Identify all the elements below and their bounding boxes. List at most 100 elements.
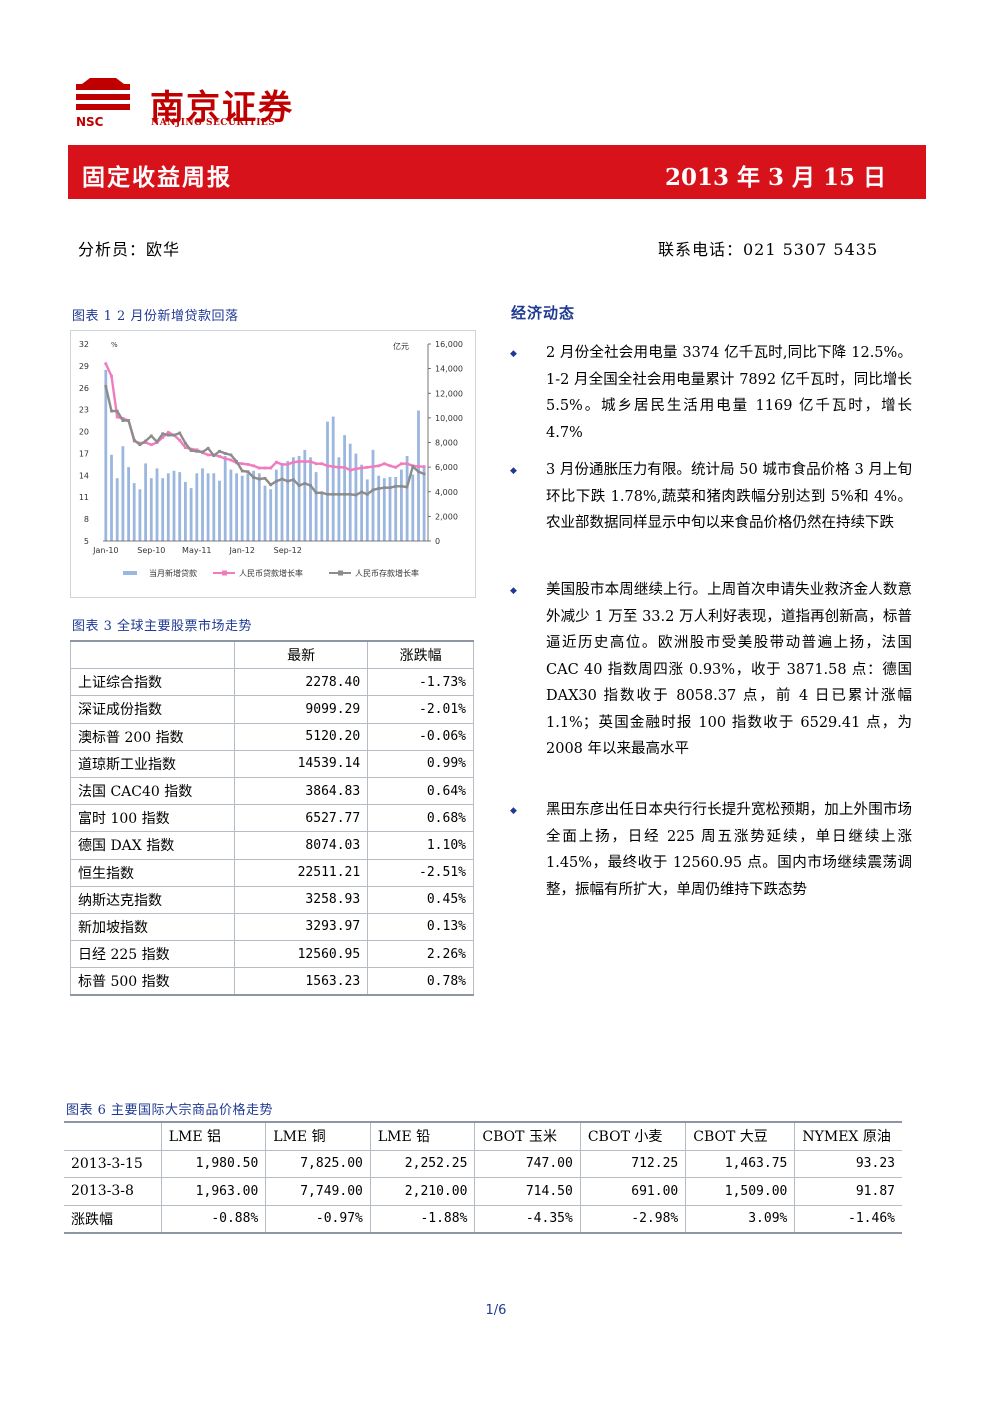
growth-point — [246, 463, 250, 466]
legend-label: 人民币贷款增长率 — [239, 568, 303, 578]
growth-point — [269, 483, 273, 487]
economy-paragraph: 黑田东彦出任日本央行行长提升宽松预期，加上外围市场全面上扬，日经 225 周五涨… — [546, 802, 912, 898]
growth-point — [257, 477, 261, 481]
logo-abbr: NSC — [76, 115, 104, 129]
loan-bar — [365, 479, 369, 541]
right-tick-label: 14,000 — [435, 365, 463, 374]
growth-point — [223, 457, 227, 460]
stock-table-cell: 恒生指数 — [70, 858, 235, 887]
page-number: 1/6 — [485, 1303, 507, 1318]
growth-point — [161, 432, 165, 436]
stock-table-cell: 日经 225 指数 — [70, 940, 235, 969]
legend-swatch-marker — [222, 570, 227, 576]
table6-caption: 图表 6 主要国际大宗商品价格走势 — [66, 1103, 274, 1118]
commodity-table-cell: -0.97% — [265, 1204, 371, 1234]
growth-point — [405, 462, 409, 466]
stock-table-cell: 上证综合指数 — [70, 668, 235, 697]
analyst: 分析员：欧华 — [78, 240, 181, 259]
commodity-table-cell: 2013-3-8 — [64, 1177, 162, 1206]
loan-bar — [377, 475, 381, 541]
loan-bar — [189, 488, 193, 541]
loan-bar — [218, 480, 221, 541]
stock-table-cell: 澳标普 200 指数 — [70, 722, 235, 751]
growth-point — [269, 466, 273, 470]
growth-point — [167, 433, 170, 437]
x-tick-label: Sep-10 — [137, 546, 165, 555]
loan-bar — [314, 472, 318, 541]
stock-table-row: 恒生指数 22511.21 -2.51% — [70, 858, 474, 887]
left-tick-label: 32 — [79, 340, 89, 349]
bullet-icon: ◆ — [510, 466, 517, 476]
left-tick-label: 17 — [79, 449, 89, 458]
stock-table-cell: 22511.21 — [233, 858, 369, 887]
loan-bar — [110, 454, 113, 541]
stock-table-cell: 5120.20 — [233, 722, 369, 751]
growth-point — [104, 384, 108, 388]
right-tick-label: 8,000 — [435, 439, 458, 448]
left-tick-label: 26 — [79, 384, 89, 393]
legend-label: 人民币存款增长率 — [355, 568, 419, 578]
stock-table-cell: 0.68% — [367, 804, 474, 833]
growth-point — [223, 452, 227, 455]
right-tick-label: 0 — [435, 537, 440, 546]
loan-bar — [144, 463, 147, 541]
commodity-table-cell: 91.87 — [794, 1177, 902, 1206]
stock-table-cell: 3258.93 — [233, 885, 369, 914]
commodity-table-header-cell: LME 铝 — [160, 1121, 267, 1151]
commodity-table-cell: -1.88% — [369, 1204, 476, 1234]
left-tick-label: 23 — [79, 406, 89, 415]
growth-point — [104, 362, 108, 366]
commodity-table-row: 2013-3-8 1,963.00 7,749.00 2,210.00 714.50 69… — [64, 1177, 902, 1206]
stock-table-cell: 标普 500 指数 — [70, 967, 235, 997]
loan-bar — [178, 472, 182, 541]
stock-table-row: 德国 DAX 指数 8074.03 1.10% — [70, 831, 474, 860]
growth-point — [365, 492, 369, 496]
bullet-icon: ◆ — [510, 806, 517, 816]
left-tick-label: 20 — [79, 428, 89, 437]
stock-table-cell: 纳斯达克指数 — [70, 885, 235, 914]
loan-bar — [280, 464, 284, 541]
chart1-svg: 32 29 26 23 20 17 14 11 8 5% 亿元 16,000 14,000 12,000 1… — [79, 340, 463, 578]
right-tick-label: 2,000 — [435, 512, 458, 521]
growth-point — [309, 460, 312, 463]
growth-point — [320, 462, 324, 466]
legend-swatch — [123, 571, 137, 575]
chart1-frame: 32 29 26 23 20 17 14 11 8 5% 亿元 16,000 14,000 12,000 1… — [70, 330, 476, 598]
x-tick-label: Jan-12 — [229, 546, 255, 555]
stock-table-row: 上证综合指数 2278.40 -1.73% — [70, 668, 474, 697]
stock-table-row: 标普 500 指数 1563.23 0.78% — [70, 967, 474, 997]
growth-point — [161, 436, 165, 439]
growth-point — [348, 492, 352, 496]
right-tick-label: 16,000 — [435, 340, 463, 349]
stock-table-cell: 14539.14 — [233, 749, 369, 778]
commodity-table-cell: 1,963.00 — [160, 1177, 267, 1206]
loan-bar — [274, 469, 278, 541]
growth-point — [314, 491, 318, 495]
growth-point — [400, 462, 403, 466]
chart1-legend: 当月新增贷款 人民币贷款增长率 人民币存款增长率 — [123, 568, 419, 578]
loan-bar — [184, 481, 187, 541]
growth-point — [127, 419, 130, 422]
growth-point — [149, 443, 153, 447]
growth-point — [422, 465, 426, 468]
growth-point — [365, 465, 369, 469]
loan-bar — [422, 467, 426, 541]
growth-point — [149, 434, 153, 438]
stock-table-row: 纳斯达克指数 3258.93 0.45% — [70, 885, 474, 914]
growth-point — [326, 492, 329, 496]
growth-point — [348, 468, 352, 472]
growth-point — [115, 415, 119, 419]
growth-point — [388, 486, 392, 490]
growth-point — [178, 438, 182, 442]
report-title: 固定收益周报 — [82, 164, 232, 191]
stock-table-cell: 新加坡指数 — [70, 912, 235, 942]
commodity-table-cell: 691.00 — [579, 1177, 687, 1206]
report-date: 2013 年 3 月 15 日 — [664, 164, 886, 191]
loan-bar — [354, 453, 358, 541]
loan-bar — [297, 456, 301, 541]
loan-bar — [127, 467, 130, 541]
loan-bar — [235, 473, 238, 541]
loan-bar — [206, 473, 210, 541]
growth-point — [195, 448, 199, 452]
loan-bar — [331, 416, 335, 541]
